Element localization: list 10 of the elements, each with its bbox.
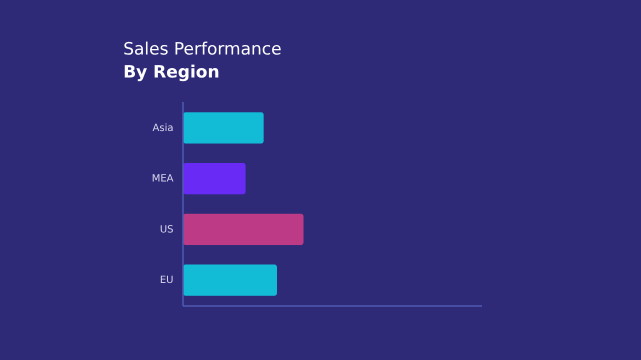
y-tick-label: EU [160,275,174,286]
bar [183,112,264,144]
chart-subtitle: By Region [123,62,220,82]
bar [183,214,304,246]
bar [183,264,278,296]
bar [183,162,246,194]
y-tick-label: Asia [152,122,174,134]
chart-title: Sales Performance [123,39,282,60]
y-tick-label: MEA [152,174,174,185]
y-tick-label: US [160,224,174,236]
